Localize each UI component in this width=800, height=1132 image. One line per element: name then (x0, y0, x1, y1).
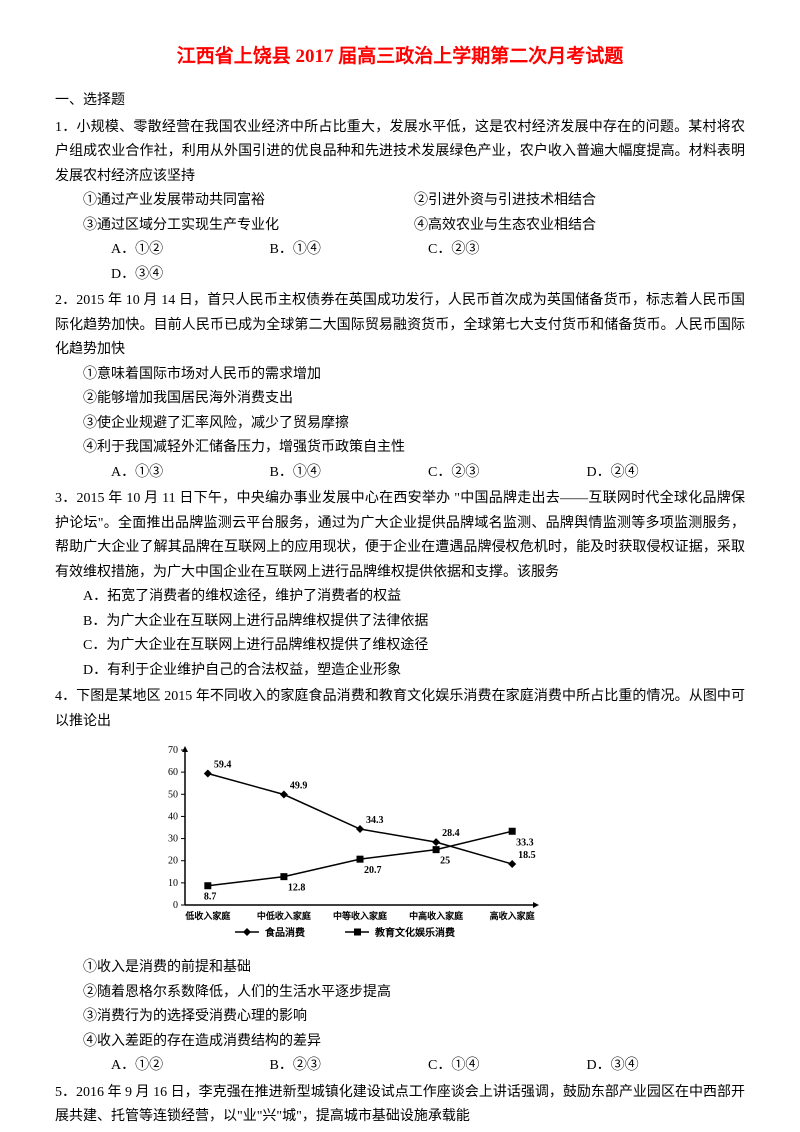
svg-text:20.7: 20.7 (364, 865, 382, 876)
svg-text:教育文化娱乐消费: 教育文化娱乐消费 (374, 926, 455, 939)
svg-text:70: 70 (168, 745, 178, 756)
svg-text:中等收入家庭: 中等收入家庭 (333, 910, 388, 921)
svg-text:10: 10 (168, 878, 178, 889)
q4-optA: A．①② (111, 1054, 270, 1079)
q1-optD: D．③④ (111, 263, 745, 288)
svg-text:0: 0 (173, 900, 178, 911)
q3-optA: A．拓宽了消费者的维权途径，维护了消费者的权益 (55, 585, 745, 610)
q1-optB: B．①④ (270, 238, 429, 263)
q2-optA: A．①③ (111, 461, 270, 486)
svg-text:49.9: 49.9 (290, 781, 308, 792)
svg-text:59.4: 59.4 (214, 760, 232, 771)
q2-optD: D．②④ (587, 461, 746, 486)
q1-text: 1．小规模、零散经营在我国农业经济中所占比重大，发展水平低，这是农村经济发展中存… (55, 116, 745, 190)
page-title: 江西省上饶县 2017 届高三政治上学期第二次月考试题 (55, 40, 745, 73)
chart: 0 10 20 30 40 50 60 70 低收入家庭 中低收入家庭 中等收入家庭 中高收入家庭 高收… (145, 740, 545, 950)
svg-text:12.8: 12.8 (288, 883, 306, 894)
question-4: 4．下图是某地区 2015 年不同收入的家庭食品消费和教育文化娱乐消费在家庭消费… (55, 685, 745, 1079)
q2-sub4: ④利于我国减轻外汇储备压力，增强货币政策自主性 (55, 436, 745, 461)
q4-optB: B．②③ (270, 1054, 429, 1079)
q2-optC: C．②③ (428, 461, 587, 486)
q1-optC: C．②③ (428, 238, 587, 263)
q3-optB: B．为广大企业在互联网上进行品牌维权提供了法律依据 (55, 610, 745, 635)
q2-sub2: ②能够增加我国居民海外消费支出 (55, 387, 745, 412)
svg-text:50: 50 (168, 790, 178, 801)
q1-sub1: ①通过产业发展带动共同富裕 (83, 189, 414, 214)
q1-sub3: ③通过区域分工实现生产专业化 (83, 214, 414, 239)
q4-sub1: ①收入是消费的前提和基础 (55, 956, 745, 981)
svg-text:中高收入家庭: 中高收入家庭 (409, 910, 464, 921)
q4-optD: D．③④ (587, 1054, 746, 1079)
question-5: 5．2016 年 9 月 16 日，李克强在推进新型城镇化建设试点工作座谈会上讲… (55, 1081, 745, 1130)
section-heading: 一、选择题 (55, 89, 745, 114)
q4-text: 4．下图是某地区 2015 年不同收入的家庭食品消费和教育文化娱乐消费在家庭消费… (55, 685, 745, 734)
q4-sub3: ③消费行为的选择受消费心理的影响 (55, 1005, 745, 1030)
q4-sub2: ②随着恩格尔系数降低，人们的生活水平逐步提高 (55, 981, 745, 1006)
q1-sub2: ②引进外资与引进技术相结合 (414, 189, 745, 214)
svg-text:8.7: 8.7 (204, 892, 217, 903)
svg-text:18.5: 18.5 (518, 850, 536, 861)
svg-text:低收入家庭: 低收入家庭 (184, 910, 231, 921)
q3-text: 3．2015 年 10 月 11 日下午，中央编办事业发展中心在西安举办 "中国… (55, 487, 745, 585)
svg-text:25: 25 (440, 856, 450, 867)
svg-text:高收入家庭: 高收入家庭 (490, 910, 536, 921)
q2-sub1: ①意味着国际市场对人民币的需求增加 (55, 363, 745, 388)
svg-text:28.4: 28.4 (442, 828, 460, 839)
svg-text:食品消费: 食品消费 (264, 926, 305, 939)
svg-text:33.3: 33.3 (516, 838, 534, 849)
q3-optC: C．为广大企业在互联网上进行品牌维权提供了维权途径 (55, 634, 745, 659)
q3-optD: D．有利于企业维护自己的合法权益，塑造企业形象 (55, 659, 745, 684)
question-3: 3．2015 年 10 月 11 日下午，中央编办事业发展中心在西安举办 "中国… (55, 487, 745, 683)
q2-sub3: ③使企业规避了汇率风险，减少了贸易摩擦 (55, 412, 745, 437)
q4-optC: C．①④ (428, 1054, 587, 1079)
svg-text:20: 20 (168, 856, 178, 867)
svg-text:中低收入家庭: 中低收入家庭 (257, 910, 312, 921)
q2-text: 2．2015 年 10 月 14 日，首只人民币主权债券在英国成功发行，人民币首… (55, 289, 745, 363)
question-2: 2．2015 年 10 月 14 日，首只人民币主权债券在英国成功发行，人民币首… (55, 289, 745, 485)
svg-text:34.3: 34.3 (366, 815, 384, 826)
q5-text: 5．2016 年 9 月 16 日，李克强在推进新型城镇化建设试点工作座谈会上讲… (55, 1081, 745, 1130)
q1-optA: A．①② (111, 238, 270, 263)
svg-text:60: 60 (168, 767, 178, 778)
question-1: 1．小规模、零散经营在我国农业经济中所占比重大，发展水平低，这是农村经济发展中存… (55, 116, 745, 288)
q2-optB: B．①④ (270, 461, 429, 486)
svg-text:30: 30 (168, 834, 178, 845)
q4-sub4: ④收入差距的存在造成消费结构的差异 (55, 1030, 745, 1055)
svg-text:40: 40 (168, 812, 178, 823)
q1-sub4: ④高效农业与生态农业相结合 (414, 214, 745, 239)
